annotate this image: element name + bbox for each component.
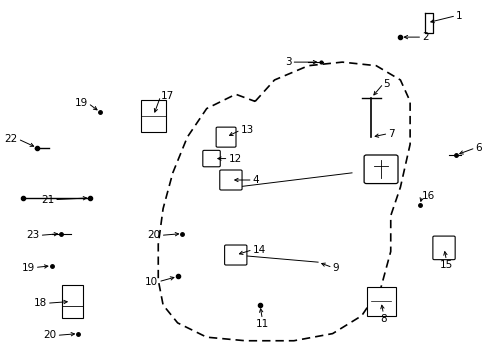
FancyBboxPatch shape: [216, 127, 236, 147]
Text: 6: 6: [474, 143, 481, 153]
Bar: [141, 100, 165, 132]
FancyBboxPatch shape: [203, 150, 220, 167]
Text: 9: 9: [332, 262, 339, 273]
Text: 18: 18: [34, 298, 47, 308]
Text: 7: 7: [387, 129, 394, 139]
FancyBboxPatch shape: [224, 245, 246, 265]
Text: 8: 8: [379, 314, 386, 324]
Bar: [62, 285, 82, 318]
Text: 1: 1: [455, 11, 462, 21]
Text: 2: 2: [421, 32, 428, 42]
FancyBboxPatch shape: [432, 236, 454, 260]
Text: 11: 11: [255, 319, 268, 329]
Text: 21: 21: [41, 195, 54, 204]
Text: 19: 19: [75, 98, 88, 108]
Text: 17: 17: [161, 91, 174, 101]
Text: 3: 3: [284, 57, 291, 67]
Text: 16: 16: [421, 191, 435, 201]
Text: 20: 20: [147, 230, 161, 240]
Text: 12: 12: [228, 154, 241, 163]
Text: 10: 10: [145, 277, 158, 287]
FancyBboxPatch shape: [219, 170, 242, 190]
Text: 15: 15: [439, 260, 452, 270]
Text: 19: 19: [21, 262, 35, 273]
Text: 22: 22: [4, 134, 18, 144]
Text: 20: 20: [43, 330, 57, 341]
FancyBboxPatch shape: [364, 155, 397, 184]
Text: 4: 4: [252, 175, 259, 185]
Text: 5: 5: [383, 78, 389, 89]
Bar: [366, 287, 395, 316]
Text: 14: 14: [252, 245, 265, 255]
Text: 13: 13: [240, 125, 253, 135]
Text: 23: 23: [26, 230, 40, 240]
